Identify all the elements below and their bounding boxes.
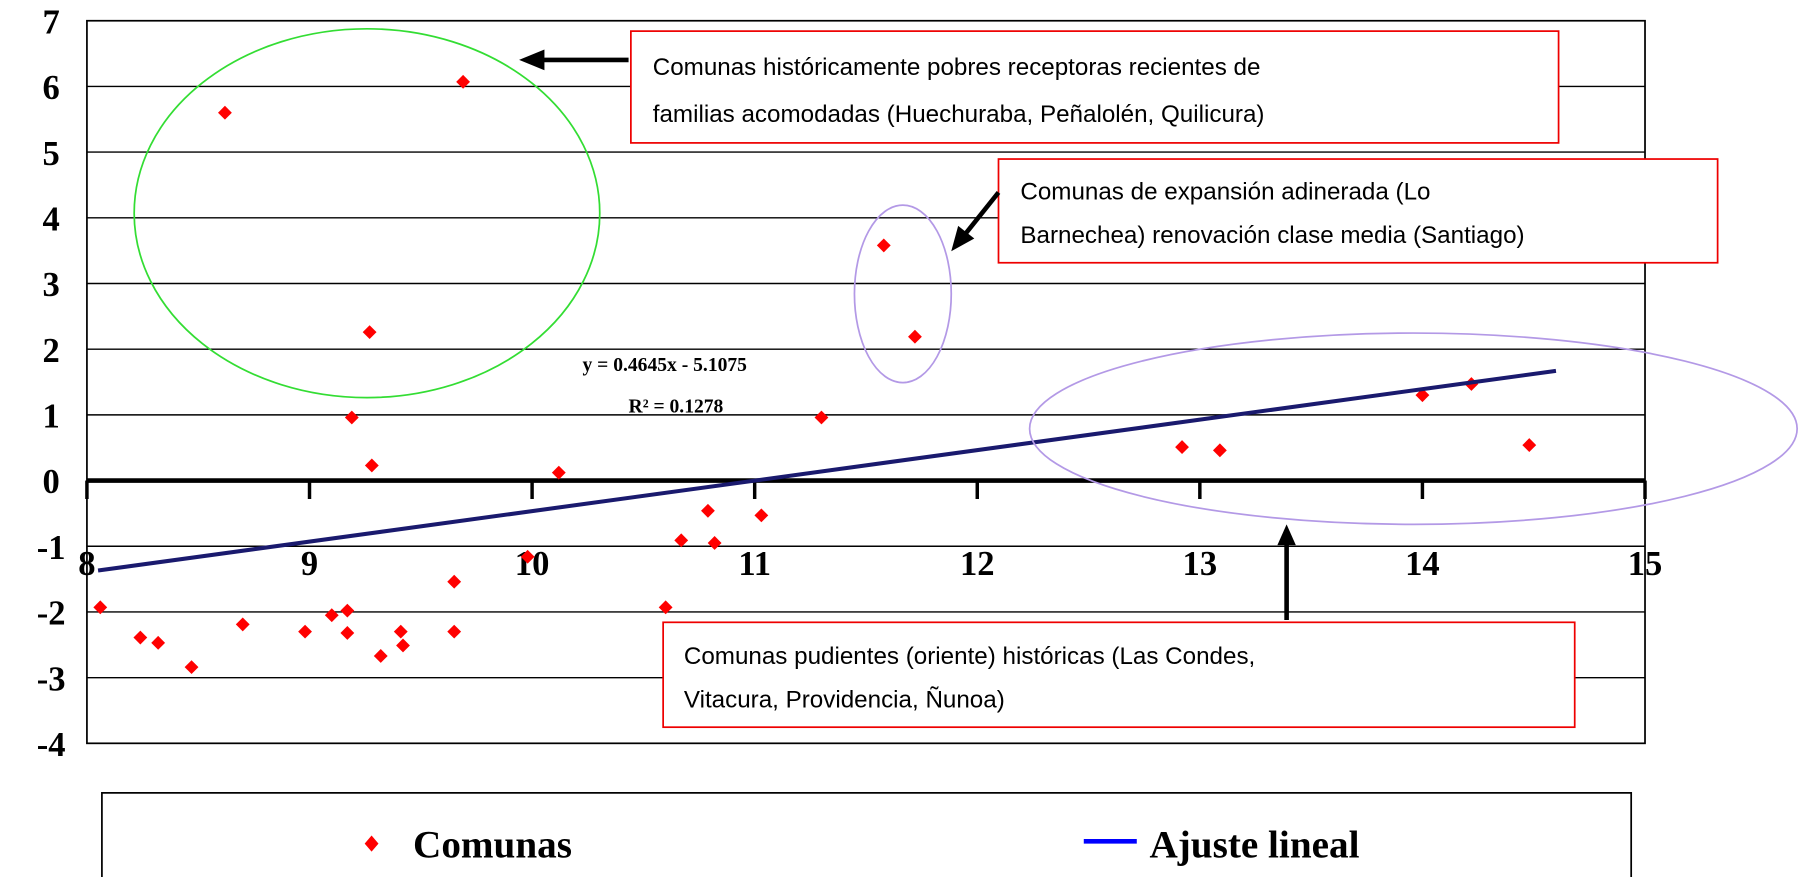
- legend-label: Ajuste lineal: [1149, 823, 1359, 866]
- x-tick-label: 14: [1405, 545, 1440, 583]
- y-tick-label: 5: [43, 135, 60, 173]
- y-tick-label: -4: [37, 726, 66, 764]
- x-tick-label: 10: [515, 545, 550, 583]
- data-point: [551, 465, 566, 480]
- annotation-text: Comunas pudientes (oriente) históricas (…: [684, 643, 1255, 670]
- annotation-text: Comunas de expansión adinerada (Lo: [1020, 178, 1430, 205]
- annotation-text: Vitacura, Providencia, Ñunoa): [684, 687, 1005, 714]
- annotation-box: [997, 158, 1719, 264]
- x-tick-label: 13: [1183, 545, 1218, 583]
- x-tick-label: 9: [301, 545, 318, 583]
- annotation-text: Barnechea) renovación clase media (Santi…: [1020, 222, 1524, 249]
- x-tick-label: 8: [78, 545, 95, 583]
- equation: y = 0.4645x - 5.1075: [582, 355, 747, 376]
- y-tick-label: 6: [43, 69, 60, 107]
- y-tick-label: 0: [43, 463, 60, 501]
- data-point: [1415, 388, 1430, 403]
- annotation-text: familias acomodadas (Huechuraba, Peñalol…: [653, 101, 1265, 128]
- data-point: [674, 533, 689, 548]
- annotation-box: [662, 621, 1576, 729]
- highlight-ellipse: [853, 204, 953, 384]
- legend-marker: [364, 835, 379, 852]
- data-point: [235, 617, 250, 632]
- data-point: [908, 329, 922, 344]
- x-tick-label: 12: [960, 545, 995, 583]
- equation: R² = 0.1278: [629, 397, 724, 418]
- data-point: [447, 574, 462, 589]
- annotation-text: Comunas históricamente pobres receptoras…: [653, 54, 1261, 81]
- data-point: [340, 603, 355, 618]
- y-tick-label: 1: [43, 398, 60, 436]
- data-point: [393, 624, 408, 639]
- data-point: [362, 325, 377, 340]
- y-tick-label: -1: [37, 529, 66, 567]
- data-point: [1212, 443, 1227, 458]
- y-tick-label: 3: [43, 266, 60, 304]
- data-point: [396, 638, 410, 653]
- data-point: [324, 608, 339, 623]
- legend-label: Comunas: [413, 823, 572, 866]
- y-tick-label: -2: [37, 595, 66, 633]
- arrows: [519, 49, 1296, 621]
- data-point: [754, 508, 769, 523]
- y-tick-label: 7: [43, 3, 60, 41]
- data-point: [1175, 440, 1189, 454]
- data-point: [1522, 438, 1537, 453]
- y-tick-label: 4: [43, 200, 60, 238]
- data-point: [658, 600, 673, 615]
- data-point: [340, 626, 355, 640]
- x-tick-label: 15: [1628, 545, 1663, 583]
- annotation-box: [630, 30, 1560, 144]
- y-tick-label: -3: [37, 660, 66, 698]
- highlight-ellipse: [133, 27, 601, 399]
- data-point: [814, 410, 829, 425]
- data-point: [707, 536, 722, 550]
- trend-line: [97, 368, 1557, 573]
- x-tick-label: 11: [738, 545, 771, 583]
- data-point: [151, 635, 166, 650]
- highlight-ellipse: [1028, 332, 1798, 526]
- legend-box: [101, 792, 1633, 877]
- data-point: [447, 624, 462, 639]
- data-point: [93, 600, 108, 615]
- data-point: [344, 410, 359, 425]
- y-tick-label: 2: [43, 332, 60, 370]
